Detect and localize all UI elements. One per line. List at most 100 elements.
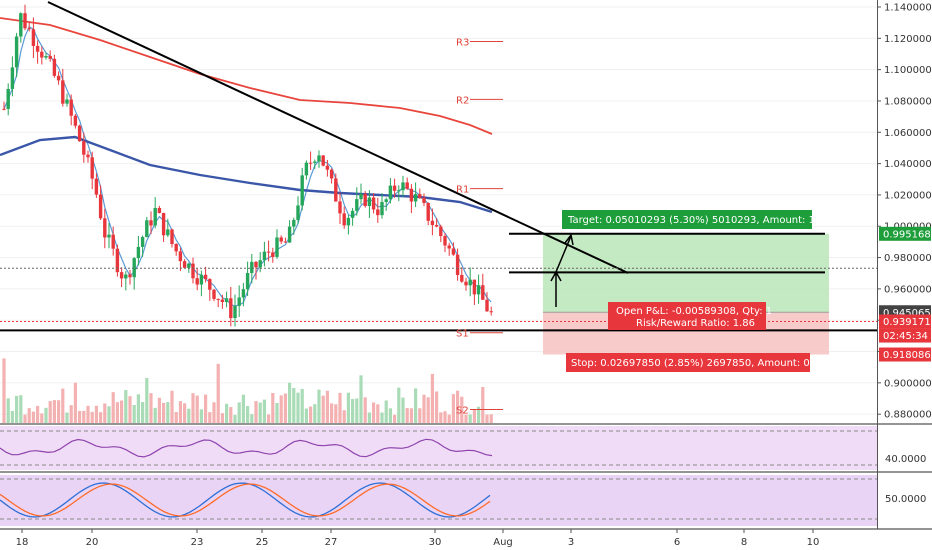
candle-body bbox=[174, 243, 178, 252]
volume-bar bbox=[153, 407, 157, 423]
volume-bar bbox=[128, 396, 132, 423]
volume-bar bbox=[304, 408, 308, 423]
candle-body bbox=[460, 274, 464, 282]
candlesticks bbox=[2, 4, 493, 327]
volume-bar bbox=[271, 392, 275, 423]
candle-body bbox=[98, 194, 103, 219]
candle-body bbox=[342, 213, 346, 226]
candle-body bbox=[86, 154, 90, 158]
indicator-2-lines bbox=[0, 482, 491, 518]
drawings[interactable] bbox=[0, 1, 877, 332]
volume-bar bbox=[325, 390, 329, 423]
candle-body bbox=[388, 185, 393, 200]
volume-bar bbox=[288, 382, 292, 423]
price-tick-label: 1.14000000 bbox=[884, 3, 932, 14]
volume-bar bbox=[384, 400, 388, 423]
candle-body bbox=[409, 188, 414, 202]
volume-bar bbox=[330, 403, 334, 423]
volume-bar bbox=[388, 408, 392, 423]
pivot-label: R3 bbox=[456, 37, 469, 48]
price-tick-label: 0.88000000 bbox=[884, 410, 932, 421]
volume-bar bbox=[204, 394, 208, 423]
time-tick-label: 25 bbox=[256, 537, 269, 548]
candle-body bbox=[220, 299, 225, 303]
candle-body bbox=[304, 162, 309, 176]
volume-bar bbox=[170, 390, 174, 423]
candle-body bbox=[464, 281, 468, 286]
candle-body bbox=[56, 75, 61, 81]
indicator-1-tick: 40.0000 bbox=[885, 454, 926, 465]
candle-body bbox=[103, 218, 107, 238]
risk-reward-label: Risk/Reward Ratio: 1.86 bbox=[636, 318, 755, 329]
candle-body bbox=[451, 248, 456, 255]
volume-bar bbox=[162, 402, 166, 423]
pnl-label: Open P&L: -0.00589308, Qty: 1 bbox=[616, 306, 772, 317]
volume-bar bbox=[418, 408, 422, 423]
volume-bar bbox=[342, 410, 346, 423]
candle-body bbox=[258, 260, 262, 268]
candle-body bbox=[153, 207, 157, 226]
volume-bar bbox=[241, 394, 245, 423]
price-tick-label: 1.08000000 bbox=[884, 96, 932, 107]
volume-bar bbox=[300, 388, 304, 423]
long-position-tool[interactable] bbox=[543, 233, 829, 355]
volume-bar bbox=[367, 412, 371, 423]
candle-body bbox=[140, 237, 145, 247]
candle-body bbox=[481, 285, 485, 300]
volume-bar bbox=[481, 387, 485, 423]
candle-body bbox=[245, 273, 250, 290]
candle-body bbox=[296, 205, 300, 220]
volume-bar bbox=[195, 395, 199, 423]
candle-body bbox=[380, 201, 384, 216]
volume-bar bbox=[99, 412, 103, 423]
volume-bar bbox=[489, 414, 493, 423]
candle-body bbox=[392, 185, 397, 191]
price-tag-box bbox=[879, 328, 931, 343]
candle-body bbox=[439, 226, 443, 237]
candle-body bbox=[355, 199, 359, 211]
pivot-label: S2 bbox=[456, 405, 469, 416]
volume-bar bbox=[229, 407, 233, 423]
volume-bar bbox=[250, 414, 254, 423]
candle-body bbox=[170, 229, 174, 244]
volume-bar bbox=[380, 412, 384, 423]
candle-body bbox=[262, 251, 267, 261]
volume-bar bbox=[447, 414, 451, 423]
indicator-2-tick: 50.0000 bbox=[885, 494, 926, 505]
volume-bar bbox=[279, 395, 283, 423]
volume-bar bbox=[36, 405, 40, 423]
volume-bar bbox=[376, 404, 380, 423]
price-tick-label: 1.02000000 bbox=[884, 190, 932, 201]
time-tick-label: 10 bbox=[807, 537, 820, 548]
candle-body bbox=[136, 246, 141, 259]
price-tag-box bbox=[879, 314, 931, 329]
candle-body bbox=[191, 263, 195, 279]
time-axis[interactable]: 18 20 23 25 27 30 Aug 3 6 8 10 bbox=[16, 529, 820, 548]
candle-body bbox=[271, 252, 275, 257]
candle-body bbox=[254, 261, 258, 268]
candle-body bbox=[178, 251, 183, 262]
volume-bar bbox=[246, 406, 250, 423]
candle-body bbox=[31, 29, 36, 46]
time-tick-label: 20 bbox=[86, 537, 99, 548]
candle-body bbox=[292, 219, 296, 227]
volume-bar bbox=[443, 411, 447, 423]
volume-bar bbox=[405, 408, 409, 423]
trendline bbox=[47, 1, 629, 274]
projection-arrow bbox=[550, 233, 574, 307]
time-tick-label: 23 bbox=[191, 537, 204, 548]
volume-bar bbox=[216, 363, 220, 423]
volume-bar bbox=[225, 403, 229, 423]
price-tag-label: 0.93917199 bbox=[883, 317, 932, 328]
price-tick-label: 1.06000000 bbox=[884, 128, 932, 139]
candle-body bbox=[455, 254, 460, 275]
volume-bar bbox=[372, 402, 376, 423]
candle-body bbox=[23, 13, 27, 29]
indicator-2-series-a bbox=[0, 482, 491, 518]
candle-body bbox=[447, 245, 451, 249]
candle-body bbox=[287, 226, 292, 243]
candle-body bbox=[300, 175, 304, 206]
candle-body bbox=[283, 241, 288, 243]
